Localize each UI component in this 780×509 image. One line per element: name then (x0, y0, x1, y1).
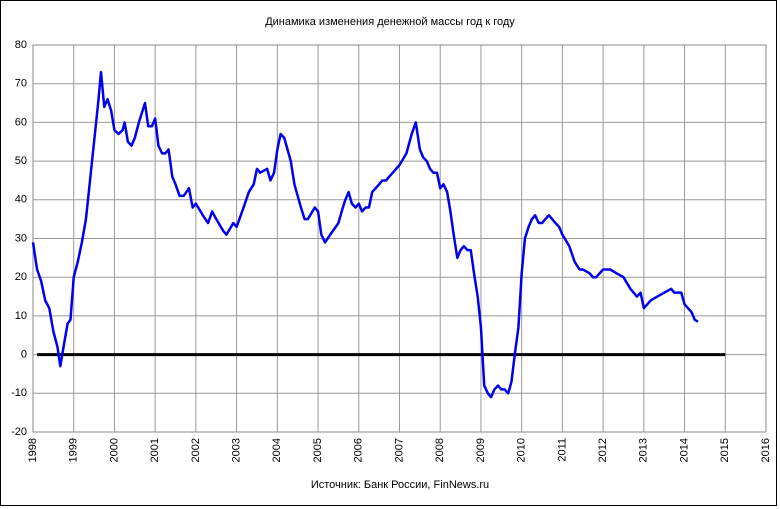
x-tick-label: 1998 (27, 438, 39, 462)
y-tick-label: -10 (11, 387, 27, 399)
y-tick-label: 80 (15, 39, 27, 51)
y-tick-label: -20 (11, 426, 27, 438)
x-tick-label: 2003 (231, 438, 243, 462)
x-tick-label: 2005 (312, 438, 324, 462)
x-tick-label: 2015 (719, 438, 731, 462)
x-tick-label: 2002 (190, 438, 202, 462)
y-tick-label: 30 (15, 232, 27, 244)
chart-title: Динамика изменения денежной массы год к … (265, 16, 515, 28)
plot-border (32, 44, 767, 433)
x-tick-label: 2016 (760, 438, 772, 462)
y-tick-label: 20 (15, 271, 27, 283)
x-tick-label: 2007 (393, 438, 405, 462)
x-tick-label: 2008 (434, 438, 446, 462)
source: Источник: Банк России, FinNews.ru (311, 479, 489, 491)
data-line (31, 70, 699, 399)
y-tick-label: 40 (15, 194, 27, 206)
y-tick-label: 60 (15, 116, 27, 128)
x-tick-label: 2011 (556, 438, 568, 462)
x-tick-label: 2006 (353, 438, 365, 462)
x-tick-label: 2010 (516, 438, 528, 462)
x-tick-label: 2000 (108, 438, 120, 462)
x-tick-label: 2004 (271, 438, 283, 462)
x-tick-label: 2014 (678, 438, 690, 462)
x-tick-label: 2013 (638, 438, 650, 462)
y-tick-label: 70 (15, 78, 27, 90)
x-tick-label: 2012 (597, 438, 609, 462)
y-tick-label: 50 (15, 155, 27, 167)
x-tick-label: 1999 (68, 438, 80, 462)
y-tick-label: 10 (15, 310, 27, 322)
x-tick-label: 2009 (475, 438, 487, 462)
x-tick-label: 2001 (149, 438, 161, 462)
y-tick-label: 0 (21, 349, 27, 361)
